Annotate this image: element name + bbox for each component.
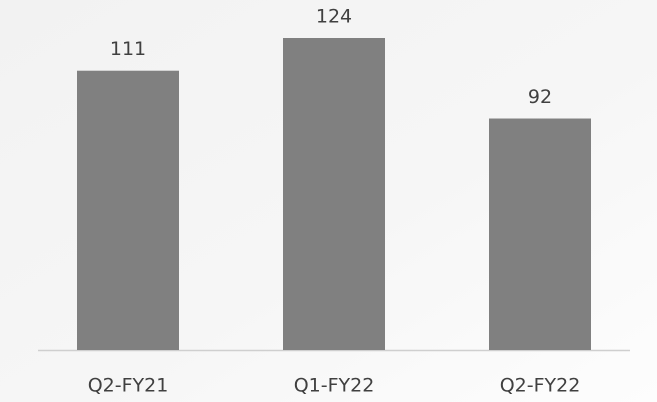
data-label: 92 [528, 86, 552, 108]
bar [77, 70, 179, 350]
x-tick-label: Q2-FY21 [88, 375, 169, 397]
x-tick-label: Q2-FY22 [500, 375, 581, 397]
bar [283, 38, 385, 350]
data-label: 124 [316, 6, 352, 28]
data-label: 111 [110, 38, 146, 60]
x-tick-label: Q1-FY22 [294, 375, 375, 397]
bar [489, 118, 591, 350]
